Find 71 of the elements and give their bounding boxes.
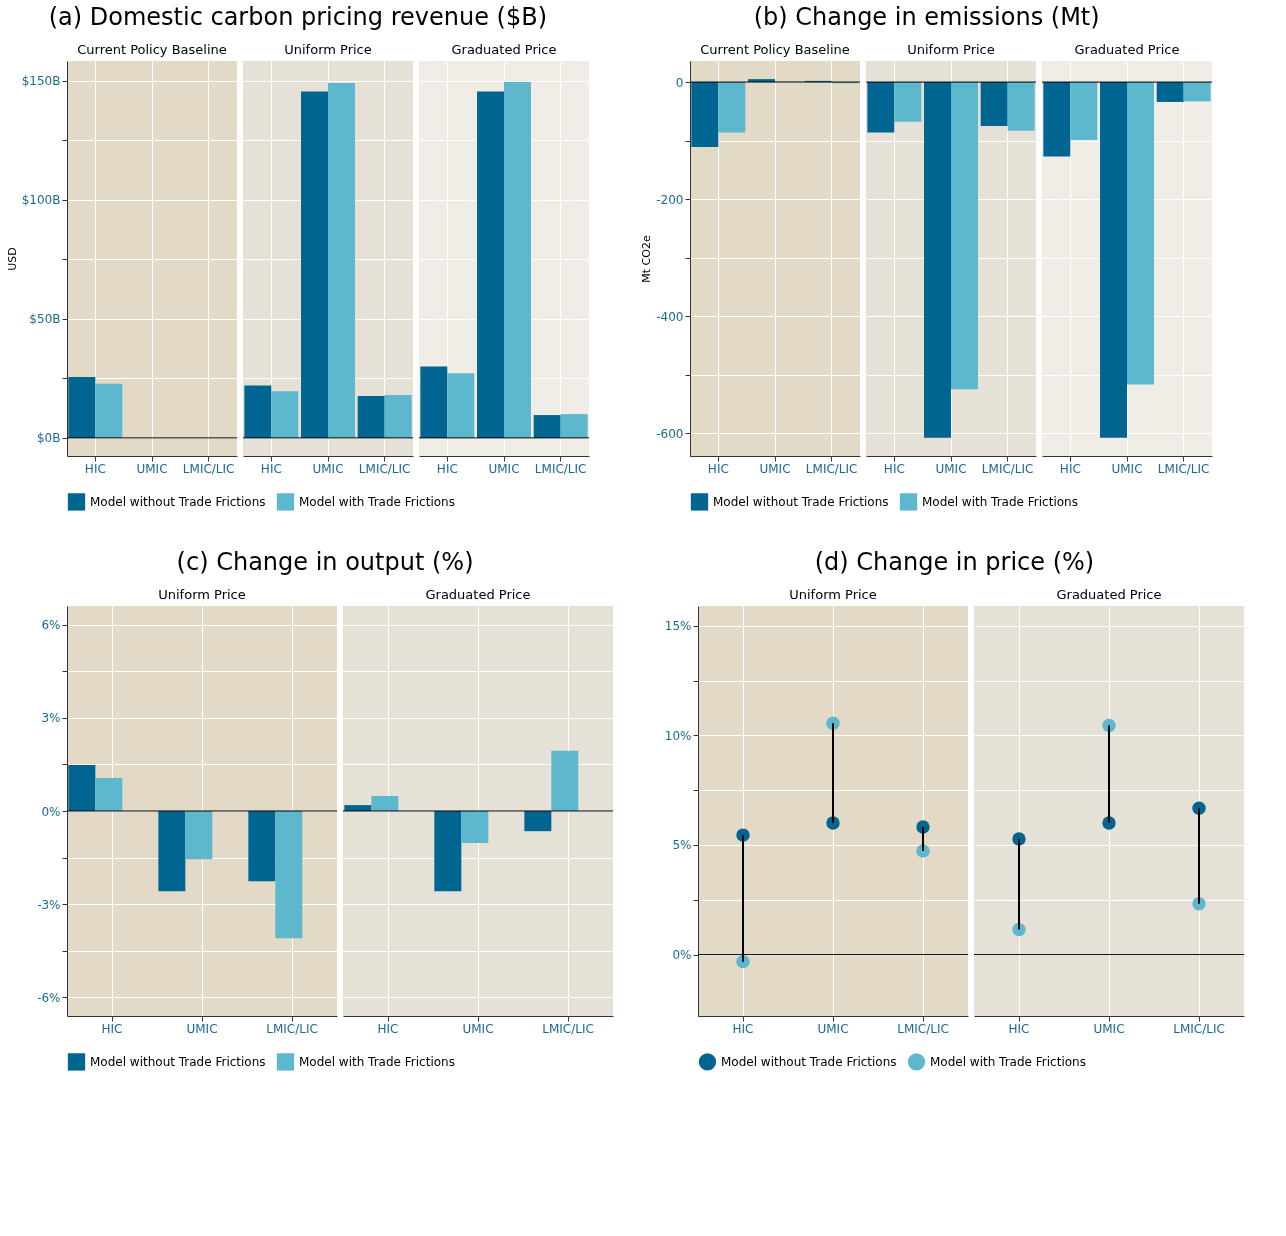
y-tick-label: 0% bbox=[672, 948, 692, 963]
x-tick-label: HIC bbox=[101, 1021, 123, 1036]
x-tick-label: UMIC bbox=[935, 461, 967, 476]
y-tick-label: 6% bbox=[41, 618, 61, 633]
x-tick-label: UMIC bbox=[1111, 461, 1143, 476]
chart-subtitle: Uniform Price bbox=[789, 587, 877, 602]
x-tick-label: HIC bbox=[1008, 1021, 1030, 1036]
x-tick-label: HIC bbox=[707, 461, 729, 476]
x-tick-label: HIC bbox=[260, 461, 282, 476]
x-tick-label: LMIC/LIC bbox=[805, 461, 858, 476]
text: (b) Change in emissions (Mt) bbox=[753, 3, 1100, 31]
x-tick-label: LMIC/LIC bbox=[534, 461, 587, 476]
y-tick-label: 10% bbox=[664, 728, 692, 743]
x-tick-label: LMIC/LIC bbox=[897, 1021, 949, 1036]
x-tick-label: UMIC bbox=[759, 461, 791, 476]
y-tick-label: -600 bbox=[656, 426, 684, 441]
chart-subtitle: Graduated Price bbox=[451, 42, 557, 57]
y-tick-label: $50B bbox=[29, 312, 61, 327]
x-tick-label: UMIC bbox=[817, 1021, 849, 1036]
legend-label: Model with Trade Frictions bbox=[922, 494, 1078, 509]
y-tick-label: 0% bbox=[41, 804, 61, 819]
y-tick-label: $0B bbox=[36, 431, 61, 446]
chart-title: (c) Change in output (%) bbox=[176, 548, 474, 576]
x-tick-label: LMIC/LIC bbox=[266, 1021, 318, 1036]
legend-label: Model without Trade Frictions bbox=[713, 494, 889, 509]
x-tick-label: HIC bbox=[377, 1021, 399, 1036]
x-tick-label: UMIC bbox=[186, 1021, 218, 1036]
chart-title: (d) Change in price (%) bbox=[814, 548, 1095, 576]
chart-subtitle: Graduated Price bbox=[1074, 42, 1180, 57]
x-tick-label: LMIC/LIC bbox=[182, 461, 235, 476]
legend-label: Model without Trade Frictions bbox=[90, 1054, 266, 1069]
legend-label: Model with Trade Frictions bbox=[299, 1054, 455, 1069]
x-tick-label: HIC bbox=[1059, 461, 1081, 476]
x-tick-label: LMIC/LIC bbox=[542, 1021, 594, 1036]
y-tick-label: -3% bbox=[37, 897, 61, 912]
x-tick-label: UMIC bbox=[312, 461, 344, 476]
x-tick-label: UMIC bbox=[462, 1021, 494, 1036]
x-tick-label: UMIC bbox=[136, 461, 168, 476]
legend-label: Model with Trade Frictions bbox=[930, 1054, 1086, 1069]
legend-label: Model with Trade Frictions bbox=[299, 494, 455, 509]
legend-label: Model without Trade Frictions bbox=[90, 494, 266, 509]
y-axis-title: USD bbox=[5, 247, 19, 271]
y-tick-label: -6% bbox=[37, 990, 61, 1005]
x-tick-label: UMIC bbox=[488, 461, 520, 476]
y-tick-label: -200 bbox=[656, 192, 684, 207]
x-tick-label: HIC bbox=[732, 1021, 754, 1036]
chart-subtitle: Current Policy Baseline bbox=[77, 42, 227, 57]
chart-subtitle: Graduated Price bbox=[425, 587, 531, 602]
y-axis-title: Mt CO2e bbox=[640, 235, 654, 283]
legend-label: Model without Trade Frictions bbox=[721, 1054, 897, 1069]
x-tick-label: LMIC/LIC bbox=[1173, 1021, 1225, 1036]
x-tick-label: HIC bbox=[883, 461, 905, 476]
chart-subtitle: Uniform Price bbox=[284, 42, 372, 57]
y-tick-label: 15% bbox=[664, 619, 692, 634]
chart-subtitle: Uniform Price bbox=[158, 587, 246, 602]
x-tick-label: UMIC bbox=[1093, 1021, 1125, 1036]
y-tick-label: -400 bbox=[656, 309, 684, 324]
chart-subtitle: Uniform Price bbox=[907, 42, 995, 57]
chart-subtitle: Graduated Price bbox=[1056, 587, 1162, 602]
y-tick-label: $100B bbox=[21, 193, 61, 208]
x-tick-label: HIC bbox=[84, 461, 106, 476]
x-tick-label: LMIC/LIC bbox=[981, 461, 1034, 476]
y-tick-label: $150B bbox=[21, 74, 61, 89]
y-tick-label: 3% bbox=[41, 711, 61, 726]
x-tick-label: LMIC/LIC bbox=[1157, 461, 1210, 476]
x-tick-label: HIC bbox=[436, 461, 458, 476]
x-tick-label: LMIC/LIC bbox=[358, 461, 411, 476]
y-tick-label: 5% bbox=[672, 838, 692, 853]
text: (a) Domestic carbon pricing revenue ($B) bbox=[48, 3, 548, 31]
chart-subtitle: Current Policy Baseline bbox=[700, 42, 850, 57]
y-tick-label: 0 bbox=[675, 75, 684, 90]
